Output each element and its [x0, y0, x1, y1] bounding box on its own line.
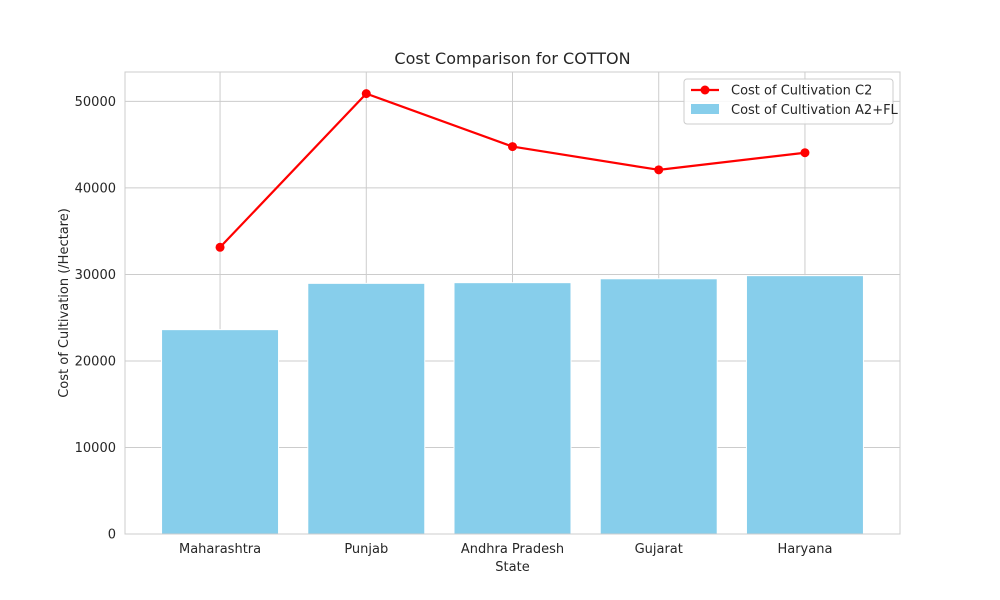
c2-point	[508, 142, 517, 152]
y-tick-label: 30000	[75, 268, 116, 283]
y-tick-label: 50000	[75, 95, 116, 110]
y-tick-label: 0	[108, 528, 116, 543]
c2-point	[361, 89, 371, 99]
y-tick-labels: 0 10000 20000 30000 40000 50000	[75, 95, 116, 543]
x-tick-label: Punjab	[344, 542, 388, 557]
line-series	[215, 89, 810, 252]
c2-point	[654, 165, 664, 175]
chart-title: Cost Comparison for COTTON	[394, 49, 630, 68]
plot-frame	[124, 71, 901, 535]
bar	[161, 329, 280, 535]
y-tick-label: 40000	[75, 181, 116, 196]
legend: Cost of Cultivation C2 Cost of Cultivati…	[683, 78, 899, 125]
legend-box	[683, 78, 894, 125]
x-tick-label: Maharashtra	[179, 542, 261, 557]
bar	[453, 282, 572, 535]
bar-series	[161, 275, 864, 535]
x-tick-labels: Maharashtra Punjab Andhra Pradesh Gujarat Ha…	[179, 542, 832, 557]
x-axis-title: State	[495, 560, 529, 575]
legend-line-marker	[700, 85, 710, 95]
y-tick-label: 20000	[75, 354, 116, 369]
c2-point	[215, 242, 225, 252]
x-tick-label: Andhra Pradesh	[461, 542, 564, 557]
y-axis-title: Cost of Cultivation (/Hectare)	[57, 208, 72, 398]
bar	[745, 275, 864, 535]
y-tick-label: 10000	[75, 441, 116, 456]
legend-label-line: Cost of Cultivation C2	[731, 84, 872, 99]
c2-point	[800, 148, 810, 158]
legend-bar-swatch	[691, 104, 719, 114]
x-tick-label: Gujarat	[635, 542, 683, 557]
legend-label-bar: Cost of Cultivation A2+FL	[731, 103, 899, 118]
bar	[307, 282, 426, 535]
x-tick-label: Haryana	[777, 542, 832, 557]
bar	[599, 278, 718, 535]
